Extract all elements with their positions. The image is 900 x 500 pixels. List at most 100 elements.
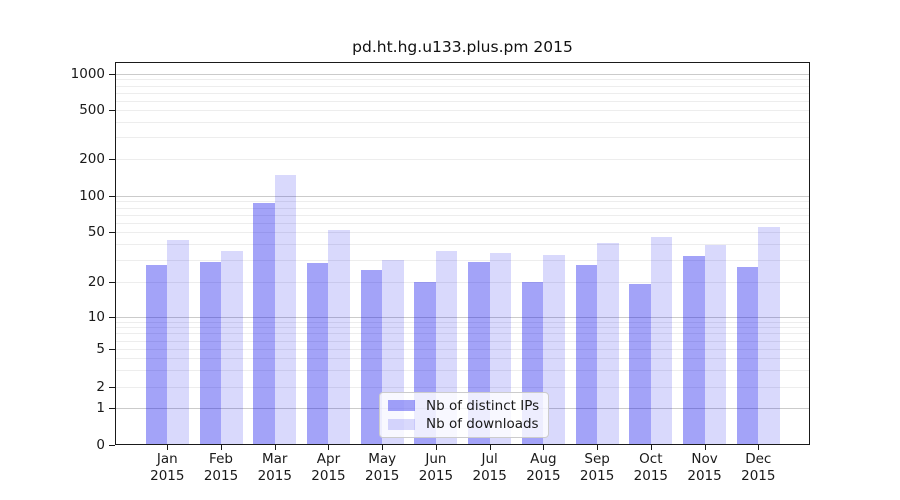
x-tick-mark [167, 444, 169, 450]
x-tick-month: Sep [584, 451, 610, 467]
legend-label-distinct-ips: Nb of distinct IPs [426, 397, 540, 414]
y-tick-mark [109, 196, 115, 197]
bar-nb-of-downloads-nov [704, 245, 727, 445]
x-tick-label: Nov 2015 [687, 451, 721, 485]
x-tick-label: Jul 2015 [472, 451, 506, 485]
legend-swatch-downloads [388, 418, 415, 430]
gridline-minor [115, 92, 810, 94]
x-tick-year: 2015 [365, 468, 400, 484]
x-tick-mark [597, 444, 599, 450]
bar-nb-of-distinct-ips-sep [575, 265, 598, 445]
gridline-minor [115, 386, 810, 388]
x-tick-year: 2015 [687, 468, 722, 484]
y-tick-mark [109, 74, 115, 75]
gridline-minor [115, 321, 810, 323]
y-tick-mark [109, 159, 115, 161]
gridline-minor [115, 349, 810, 350]
y-tick-label: 50 [87, 224, 105, 240]
gridline-minor [115, 201, 810, 203]
x-tick-month: Jul [481, 451, 498, 467]
x-tick-year: 2015 [150, 468, 185, 484]
gridline-minor [115, 281, 810, 283]
x-tick-year: 2015 [633, 468, 669, 484]
y-tick-label: 500 [79, 102, 105, 118]
x-tick-mark [704, 444, 706, 450]
gridline-minor [115, 333, 810, 335]
x-tick-month: Apr [316, 451, 341, 467]
legend-label-downloads: Nb of downloads [426, 416, 539, 433]
bar-nb-of-downloads-jan [167, 240, 189, 445]
bar-nb-of-downloads-dec [758, 227, 780, 445]
x-tick-label: Aug 2015 [526, 451, 560, 485]
gridline-minor [115, 85, 810, 87]
bar-nb-of-downloads-mar [274, 174, 297, 445]
y-tick-label: 100 [79, 188, 105, 204]
x-tick-year: 2015 [526, 468, 561, 484]
bar-nb-of-distinct-ips-may [360, 269, 383, 445]
y-tick-label: 1000 [70, 66, 105, 82]
gridline-minor [115, 159, 810, 161]
bar-nb-of-distinct-ips-dec [736, 267, 759, 445]
y-tick-label: 1 [96, 400, 105, 416]
x-tick-label: Jun 2015 [419, 451, 453, 485]
bar-nb-of-distinct-ips-jan [145, 265, 168, 445]
y-tick-mark [109, 408, 115, 409]
x-tick-month: Aug [530, 451, 557, 467]
x-tick-label: Feb 2015 [204, 451, 238, 485]
gridline-minor [115, 370, 810, 372]
x-tick-mark [274, 444, 276, 450]
x-tick-label: Sep 2015 [580, 451, 614, 485]
x-tick-month: Dec [745, 451, 772, 467]
x-tick-month: May [368, 451, 397, 467]
gridline-minor [115, 122, 810, 123]
bar-nb-of-downloads-feb [221, 251, 243, 445]
x-tick-label: May 2015 [365, 451, 399, 485]
bar-nb-of-distinct-ips-oct [629, 284, 651, 445]
x-tick-mark [758, 444, 760, 450]
y-tick-label: 20 [87, 273, 105, 290]
y-tick-mark [109, 386, 115, 388]
bar-nb-of-distinct-ips-apr [306, 263, 329, 445]
y-tick-label: 5 [96, 341, 105, 357]
gridline-minor [115, 244, 810, 246]
y-tick-mark [109, 316, 115, 318]
gridline-minor [115, 214, 810, 216]
gridline-minor [115, 79, 810, 81]
x-tick-year: 2015 [418, 468, 454, 484]
gridline-minor [115, 358, 810, 360]
x-tick-year: 2015 [257, 468, 292, 484]
bar-nb-of-distinct-ips-nov [683, 256, 705, 445]
gridline-major [115, 316, 810, 318]
y-tick-label: 10 [87, 308, 105, 325]
x-tick-month: Feb [209, 451, 233, 467]
legend: Nb of distinct IPs Nb of downloads [379, 392, 549, 438]
bar-nb-of-downloads-apr [328, 229, 350, 445]
x-tick-year: 2015 [472, 468, 507, 484]
bar-nb-of-distinct-ips-feb [199, 261, 222, 445]
y-tick-mark [109, 281, 115, 283]
x-tick-month: Jun [425, 451, 447, 467]
x-tick-year: 2015 [311, 468, 346, 484]
x-tick-year: 2015 [741, 468, 776, 484]
x-tick-label: Dec 2015 [741, 451, 775, 485]
y-tick-mark [109, 110, 115, 111]
x-tick-month: Oct [639, 451, 663, 467]
y-tick-mark [109, 232, 115, 233]
gridline-minor [115, 340, 810, 342]
bar-nb-of-distinct-ips-mar [253, 203, 275, 445]
gridline-minor [115, 207, 810, 209]
legend-entry-downloads: Nb of downloads [388, 416, 540, 432]
x-tick-mark [543, 444, 545, 450]
gridline-minor [115, 110, 810, 111]
gridline-minor [115, 232, 810, 233]
gridline-minor [115, 222, 810, 224]
x-tick-mark [435, 444, 437, 450]
y-tick-label: 0 [96, 436, 105, 453]
x-tick-label: Jan 2015 [150, 451, 184, 485]
x-tick-mark [382, 444, 384, 450]
gridline-major [115, 196, 810, 197]
gridline-minor [115, 137, 810, 139]
y-tick-mark [109, 349, 115, 350]
legend-swatch-distinct-ips [388, 400, 415, 412]
